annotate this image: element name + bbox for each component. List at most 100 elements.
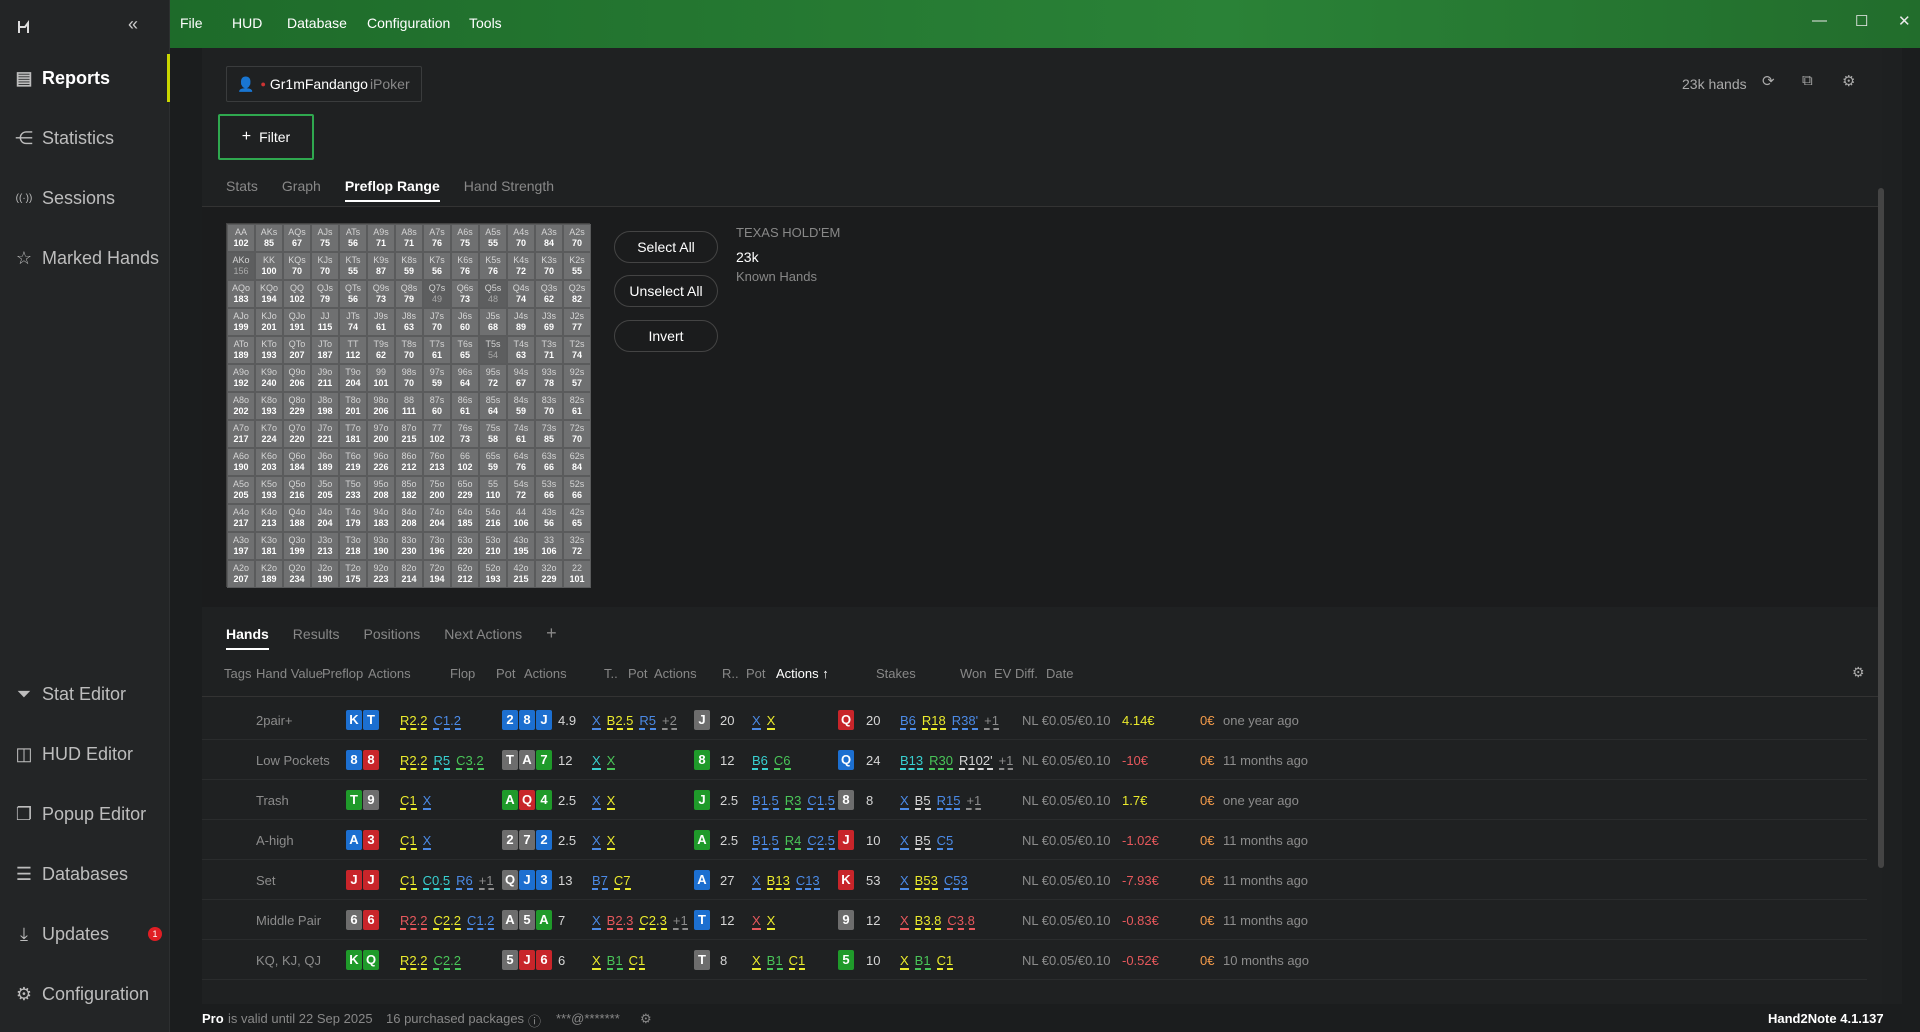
menu-configuration[interactable]: Configuration bbox=[367, 15, 451, 31]
column-header[interactable]: Tags bbox=[224, 666, 252, 681]
range-cell[interactable]: T8s 70 bbox=[395, 336, 423, 364]
range-cell[interactable]: KK 100 bbox=[255, 252, 283, 280]
range-cell[interactable]: 32s 72 bbox=[563, 532, 591, 560]
tab-hands[interactable]: Hands bbox=[226, 626, 269, 650]
range-cell[interactable]: J8s 63 bbox=[395, 308, 423, 336]
range-cell[interactable]: 94s 67 bbox=[507, 364, 535, 392]
add-tab-icon[interactable]: + bbox=[546, 623, 557, 643]
range-cell[interactable]: T7s 61 bbox=[423, 336, 451, 364]
range-cell[interactable]: K4s 72 bbox=[507, 252, 535, 280]
range-cell[interactable]: AKo 156 bbox=[227, 252, 255, 280]
range-cell[interactable]: 76o 213 bbox=[423, 448, 451, 476]
range-cell[interactable]: T5o 233 bbox=[339, 476, 367, 504]
tab-graph[interactable]: Graph bbox=[281, 178, 321, 194]
range-cell[interactable]: 44 106 bbox=[507, 504, 535, 532]
range-cell[interactable]: KJo 201 bbox=[255, 308, 283, 336]
range-cell[interactable]: J3s 69 bbox=[535, 308, 563, 336]
range-cell[interactable]: 72s 70 bbox=[563, 420, 591, 448]
range-cell[interactable]: Q2o 234 bbox=[283, 560, 311, 588]
range-cell[interactable]: AA 102 bbox=[227, 224, 255, 252]
range-cell[interactable]: A2o 207 bbox=[227, 560, 255, 588]
close-button[interactable]: ✕ bbox=[1898, 13, 1911, 30]
range-cell[interactable]: A3o 197 bbox=[227, 532, 255, 560]
range-cell[interactable]: K8o 193 bbox=[255, 392, 283, 420]
range-cell[interactable]: 84o 208 bbox=[395, 504, 423, 532]
range-cell[interactable]: JTs 74 bbox=[339, 308, 367, 336]
range-cell[interactable]: K9s 87 bbox=[367, 252, 395, 280]
range-cell[interactable]: A8o 202 bbox=[227, 392, 255, 420]
range-cell[interactable]: JJ 115 bbox=[311, 308, 339, 336]
range-cell[interactable]: 52s 66 bbox=[563, 476, 591, 504]
range-cell[interactable]: 74s 61 bbox=[507, 420, 535, 448]
range-cell[interactable]: 75o 200 bbox=[423, 476, 451, 504]
range-cell[interactable]: 92o 223 bbox=[367, 560, 395, 588]
range-cell[interactable]: 83s 70 bbox=[535, 392, 563, 420]
range-cell[interactable]: QQ 102 bbox=[283, 280, 311, 308]
range-cell[interactable]: K7s 56 bbox=[423, 252, 451, 280]
range-cell[interactable]: T3s 71 bbox=[535, 336, 563, 364]
range-cell[interactable]: J9o 211 bbox=[311, 364, 339, 392]
range-cell[interactable]: 85s 64 bbox=[479, 392, 507, 420]
range-cell[interactable]: AKs 85 bbox=[255, 224, 283, 252]
range-cell[interactable]: 62o 212 bbox=[451, 560, 479, 588]
table-row[interactable]: Middle Pair 6 6 R2.2 C2.2 C1.2 A 5 A 7 X B2.3 C2.3 +1… bbox=[202, 900, 1867, 940]
range-cell[interactable]: 72o 194 bbox=[423, 560, 451, 588]
range-cell[interactable]: J7o 221 bbox=[311, 420, 339, 448]
range-cell[interactable]: J7s 70 bbox=[423, 308, 451, 336]
column-header[interactable]: T.. bbox=[604, 666, 618, 681]
sidebar-item-hud-editor[interactable]: ◫ HUD Editor bbox=[0, 730, 170, 778]
tab-results[interactable]: Results bbox=[292, 626, 340, 642]
table-settings-icon[interactable]: ⚙ bbox=[1852, 664, 1865, 680]
range-cell[interactable]: Q2s 82 bbox=[563, 280, 591, 308]
range-cell[interactable]: T2o 175 bbox=[339, 560, 367, 588]
range-cell[interactable]: 75s 58 bbox=[479, 420, 507, 448]
range-cell[interactable]: J2o 190 bbox=[311, 560, 339, 588]
menu-file[interactable]: File bbox=[180, 15, 203, 31]
tab-positions[interactable]: Positions bbox=[363, 626, 421, 642]
invert-button[interactable]: Invert bbox=[614, 320, 718, 352]
refresh-icon[interactable]: ⟳ bbox=[1762, 73, 1775, 90]
column-header[interactable]: Hand Value bbox=[256, 666, 323, 681]
range-cell[interactable]: J5o 205 bbox=[311, 476, 339, 504]
filter-button[interactable]: + Filter bbox=[218, 114, 314, 160]
range-cell[interactable]: T6s 65 bbox=[451, 336, 479, 364]
tab-preflop-range[interactable]: Preflop Range bbox=[344, 178, 440, 202]
range-cell[interactable]: K2o 189 bbox=[255, 560, 283, 588]
column-header[interactable]: Pot bbox=[496, 666, 516, 681]
range-cell[interactable]: K5o 193 bbox=[255, 476, 283, 504]
range-cell[interactable]: K5s 76 bbox=[479, 252, 507, 280]
range-cell[interactable]: K4o 213 bbox=[255, 504, 283, 532]
range-cell[interactable]: 96s 64 bbox=[451, 364, 479, 392]
range-cell[interactable]: AQo 183 bbox=[227, 280, 255, 308]
range-cell[interactable]: 95s 72 bbox=[479, 364, 507, 392]
range-cell[interactable]: 43o 195 bbox=[507, 532, 535, 560]
range-cell[interactable]: 95o 208 bbox=[367, 476, 395, 504]
range-cell[interactable]: 82s 61 bbox=[563, 392, 591, 420]
range-cell[interactable]: Q8s 79 bbox=[395, 280, 423, 308]
column-header[interactable]: Preflop bbox=[322, 666, 364, 681]
range-cell[interactable]: KTo 193 bbox=[255, 336, 283, 364]
range-cell[interactable]: K6s 76 bbox=[451, 252, 479, 280]
range-cell[interactable]: AQs 67 bbox=[283, 224, 311, 252]
range-cell[interactable]: 97o 200 bbox=[367, 420, 395, 448]
range-cell[interactable]: T2s 74 bbox=[563, 336, 591, 364]
column-header[interactable]: R.. bbox=[722, 666, 739, 681]
range-cell[interactable]: A7o 217 bbox=[227, 420, 255, 448]
column-header[interactable]: Actions bbox=[524, 666, 567, 681]
range-cell[interactable]: Q5s 48 bbox=[479, 280, 507, 308]
range-cell[interactable]: 82o 214 bbox=[395, 560, 423, 588]
range-cell[interactable]: T3o 218 bbox=[339, 532, 367, 560]
range-cell[interactable]: A3s 84 bbox=[535, 224, 563, 252]
range-cell[interactable]: 62s 84 bbox=[563, 448, 591, 476]
range-cell[interactable]: A9o 192 bbox=[227, 364, 255, 392]
range-cell[interactable]: 86o 212 bbox=[395, 448, 423, 476]
sidebar-item-marked-hands[interactable]: ☆ Marked Hands bbox=[0, 234, 170, 282]
range-cell[interactable]: 88 111 bbox=[395, 392, 423, 420]
range-cell[interactable]: 43s 56 bbox=[535, 504, 563, 532]
range-cell[interactable]: 22 101 bbox=[563, 560, 591, 588]
range-cell[interactable]: 84s 59 bbox=[507, 392, 535, 420]
range-cell[interactable]: 83o 230 bbox=[395, 532, 423, 560]
range-cell[interactable]: 33 106 bbox=[535, 532, 563, 560]
range-cell[interactable]: A4o 217 bbox=[227, 504, 255, 532]
range-cell[interactable]: A9s 71 bbox=[367, 224, 395, 252]
